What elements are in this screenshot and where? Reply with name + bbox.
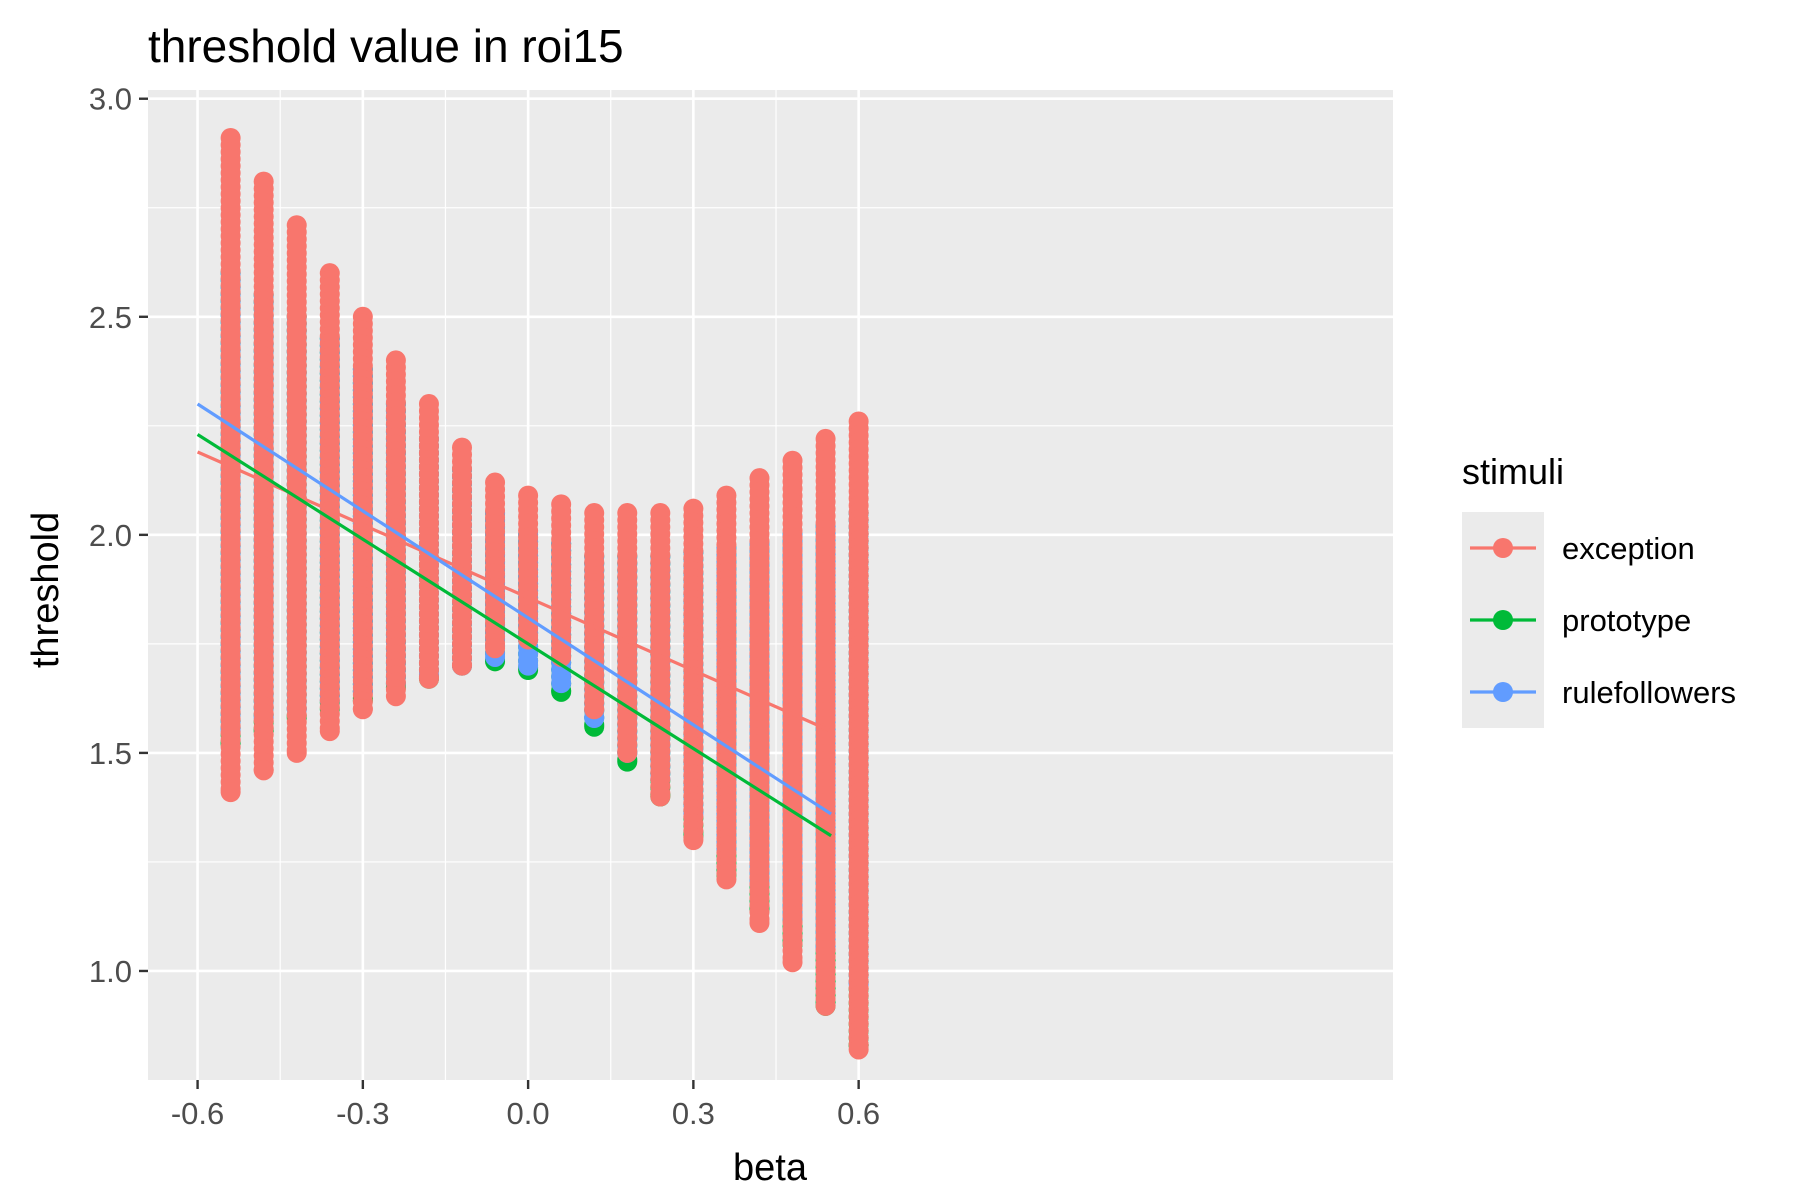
- data-point: [617, 742, 638, 763]
- data-point: [551, 673, 572, 694]
- legend-entry-exception: exception: [1470, 531, 1695, 566]
- data-point: [319, 721, 340, 742]
- data-point: [452, 655, 473, 676]
- legend-title: stimuli: [1462, 451, 1564, 492]
- y-tick-label: 2.0: [89, 518, 132, 553]
- legend-point-swatch: [1493, 538, 1513, 558]
- y-tick-label: 3.0: [89, 82, 132, 117]
- x-tick-label: 0.3: [672, 1096, 715, 1131]
- x-axis-label: beta: [733, 1147, 808, 1189]
- data-point: [485, 638, 506, 659]
- legend-point-swatch: [1493, 610, 1513, 630]
- fit-line-rulefollowers: [196, 402, 832, 816]
- x-tick-label: 0.6: [837, 1096, 880, 1131]
- data-point: [286, 742, 307, 763]
- data-point: [518, 655, 539, 676]
- data-point: [220, 782, 241, 803]
- legend-point-swatch: [1493, 682, 1513, 702]
- fit-lines: [196, 402, 832, 838]
- y-axis: 1.0 1.5 2.0 2.5 3.0: [89, 82, 148, 989]
- data-point: [716, 869, 737, 890]
- data-point: [385, 686, 406, 707]
- legend-entry-rulefollowers: rulefollowers: [1470, 675, 1736, 710]
- y-tick-label: 2.5: [89, 300, 132, 335]
- data-point: [418, 668, 439, 689]
- fit-line-prototype: [196, 433, 832, 838]
- chart-title: threshold value in roi15: [148, 20, 624, 72]
- data-point: [253, 760, 274, 781]
- x-tick-label: 0.0: [507, 1096, 550, 1131]
- y-axis-label: threshold: [25, 512, 67, 668]
- data-point: [848, 1039, 869, 1060]
- y-tick-label: 1.5: [89, 736, 132, 771]
- x-tick-label: -0.6: [171, 1096, 224, 1131]
- fit-line-exception: [196, 450, 832, 733]
- minor-gridlines: [148, 90, 1393, 1080]
- data-point: [683, 830, 704, 851]
- legend-entry-label: prototype: [1562, 603, 1691, 638]
- data-point: [749, 912, 770, 933]
- legend-entry-label: rulefollowers: [1562, 675, 1736, 710]
- data-point: [352, 699, 373, 720]
- data-point: [815, 995, 836, 1016]
- x-tick-label: -0.3: [336, 1096, 389, 1131]
- data-point: [518, 629, 539, 650]
- legend-entry-label: exception: [1562, 531, 1695, 566]
- x-axis: -0.6 -0.3 0.0 0.3 0.6: [171, 1080, 880, 1131]
- data-point: [584, 699, 605, 720]
- legend-entry-prototype: prototype: [1470, 603, 1691, 638]
- legend: stimuli exception prototype rulefollowers: [1462, 451, 1736, 728]
- data-point: [782, 952, 803, 973]
- data-point: [650, 786, 671, 807]
- y-tick-label: 1.0: [89, 954, 132, 989]
